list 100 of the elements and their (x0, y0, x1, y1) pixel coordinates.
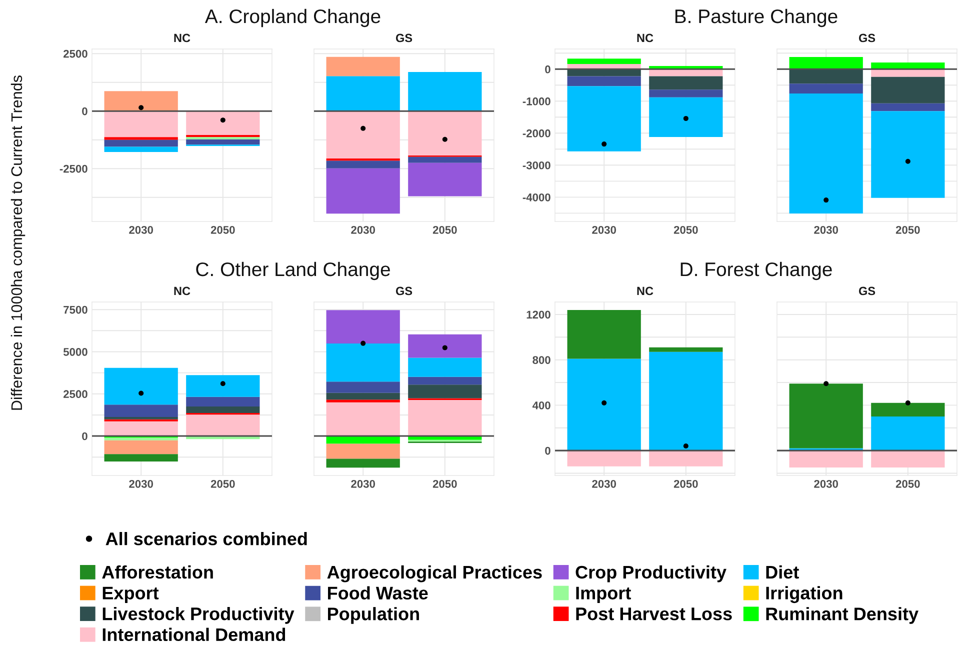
bar (789, 93, 863, 214)
bar (186, 406, 260, 413)
x-tick-label: 2050 (896, 480, 920, 488)
bar (871, 103, 945, 112)
legend-label: Crop Productivity (576, 565, 726, 582)
legend-label: Post Harvest Loss (576, 608, 732, 620)
x-tick-label: 2030 (592, 226, 616, 234)
y-tick-label: 400 (532, 401, 550, 410)
legend-label: International Demand (102, 628, 286, 642)
bar (871, 111, 945, 198)
bar (326, 158, 400, 161)
bar (649, 90, 723, 98)
chart-subtitle: NC (637, 286, 654, 296)
bar (104, 140, 178, 147)
y-tick-label: -2000 (522, 129, 550, 138)
x-tick-label: 2030 (351, 226, 375, 234)
bar (186, 139, 260, 145)
legend-label: Export (102, 586, 159, 604)
bar (871, 76, 945, 104)
chart-subtitle: NC (174, 286, 190, 296)
bar (104, 368, 178, 405)
bar (408, 111, 482, 156)
legend-label: Import (576, 586, 631, 604)
bar (871, 402, 945, 417)
chart-subtitle: GS (396, 34, 412, 42)
x-tick-label: 2050 (674, 480, 698, 488)
bar (789, 450, 863, 468)
x-tick-label: 2030 (129, 480, 153, 488)
bar (104, 416, 178, 420)
bar (186, 375, 260, 397)
legend-label: Ruminant Density (766, 607, 918, 624)
bar (104, 454, 178, 462)
legend-label: Irrigation (766, 586, 842, 604)
bar (326, 382, 400, 393)
x-tick-label: 2030 (814, 480, 838, 488)
legend-label: Afforestation (102, 565, 213, 579)
chart-title: C. Other Land Change (196, 262, 390, 280)
bar (186, 111, 260, 136)
bar (649, 97, 723, 138)
y-tick-label: 800 (532, 356, 550, 364)
bar (104, 421, 178, 436)
y-tick-label: -1000 (522, 97, 550, 106)
x-tick-label: 2050 (210, 226, 235, 234)
bar (408, 72, 482, 112)
y-tick-label: 0 (82, 432, 88, 440)
bar (408, 400, 482, 436)
y-tick-label: 2500 (64, 390, 88, 398)
legend-label: Livestock Productivity (102, 606, 294, 624)
chart-subtitle: GS (396, 286, 412, 296)
y-tick-label: 0 (82, 107, 88, 116)
legend-label: Population (328, 607, 419, 624)
bar (326, 310, 400, 344)
x-tick-label: 2030 (814, 226, 838, 234)
bar (326, 402, 400, 436)
bar (871, 450, 945, 468)
chart-subtitle: GS (858, 34, 876, 42)
bar (408, 334, 482, 358)
legend-label: Diet (766, 565, 799, 579)
y-tick-label: -2500 (60, 164, 88, 173)
bar (567, 86, 641, 152)
y-axis-title: Difference in 1000ha compared to Current Trends (10, 76, 26, 410)
legend-label: Food Waste (328, 586, 428, 600)
legend-label: All scenarios combined (106, 532, 307, 546)
bar (326, 343, 400, 382)
bar (567, 58, 641, 64)
y-tick-label: 7500 (64, 306, 88, 314)
bar (408, 384, 482, 398)
bar (789, 84, 863, 94)
chart-subtitle: NC (174, 34, 190, 42)
bar (326, 392, 400, 400)
bar (789, 69, 863, 84)
chart-subtitle: NC (637, 34, 654, 42)
bar (649, 347, 723, 352)
bar (326, 111, 400, 158)
y-tick-label: 0 (545, 65, 550, 74)
chart-title: B. Pasture Change (675, 8, 838, 28)
x-tick-label: 2030 (351, 480, 375, 488)
bar (104, 91, 178, 112)
chart-subtitle: GS (858, 286, 876, 296)
bar (408, 162, 482, 196)
bar (567, 450, 641, 466)
bar (649, 76, 723, 90)
bar (186, 414, 260, 436)
y-tick-label: 0 (545, 446, 550, 455)
x-tick-label: 2050 (432, 226, 457, 234)
y-tick-label: 1200 (526, 310, 550, 319)
x-tick-label: 2050 (896, 226, 920, 234)
x-tick-label: 2050 (674, 226, 698, 234)
chart-title: A. Cropland Change (204, 8, 380, 28)
bar (104, 438, 178, 440)
x-tick-label: 2050 (210, 480, 235, 488)
bar (326, 168, 400, 214)
bar (789, 384, 863, 448)
bar (104, 146, 178, 152)
bar (649, 450, 723, 466)
bar (789, 57, 863, 70)
y-tick-label: -3000 (522, 161, 550, 170)
chart-title: D. Forest Change (680, 262, 832, 280)
bar (326, 444, 400, 459)
x-tick-label: 2030 (129, 226, 153, 234)
